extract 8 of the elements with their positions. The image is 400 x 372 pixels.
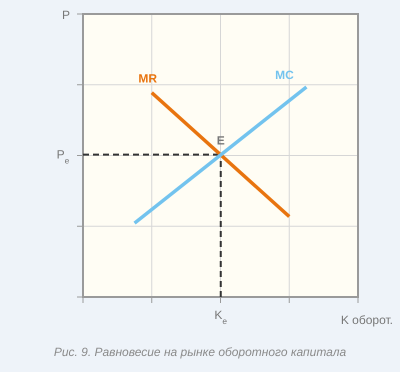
annotation: E (216, 134, 225, 148)
series-label: MC (275, 68, 294, 82)
x-axis-title: K оборот. (340, 313, 393, 327)
ref-line-label: P$_{e}$ (56, 148, 70, 166)
text: K$_{e}$ (214, 308, 228, 326)
series-label: MR (138, 72, 158, 86)
text: P (62, 8, 70, 22)
text: Рис. 9. Равновесие на рынке оборотного капитала (54, 345, 346, 359)
